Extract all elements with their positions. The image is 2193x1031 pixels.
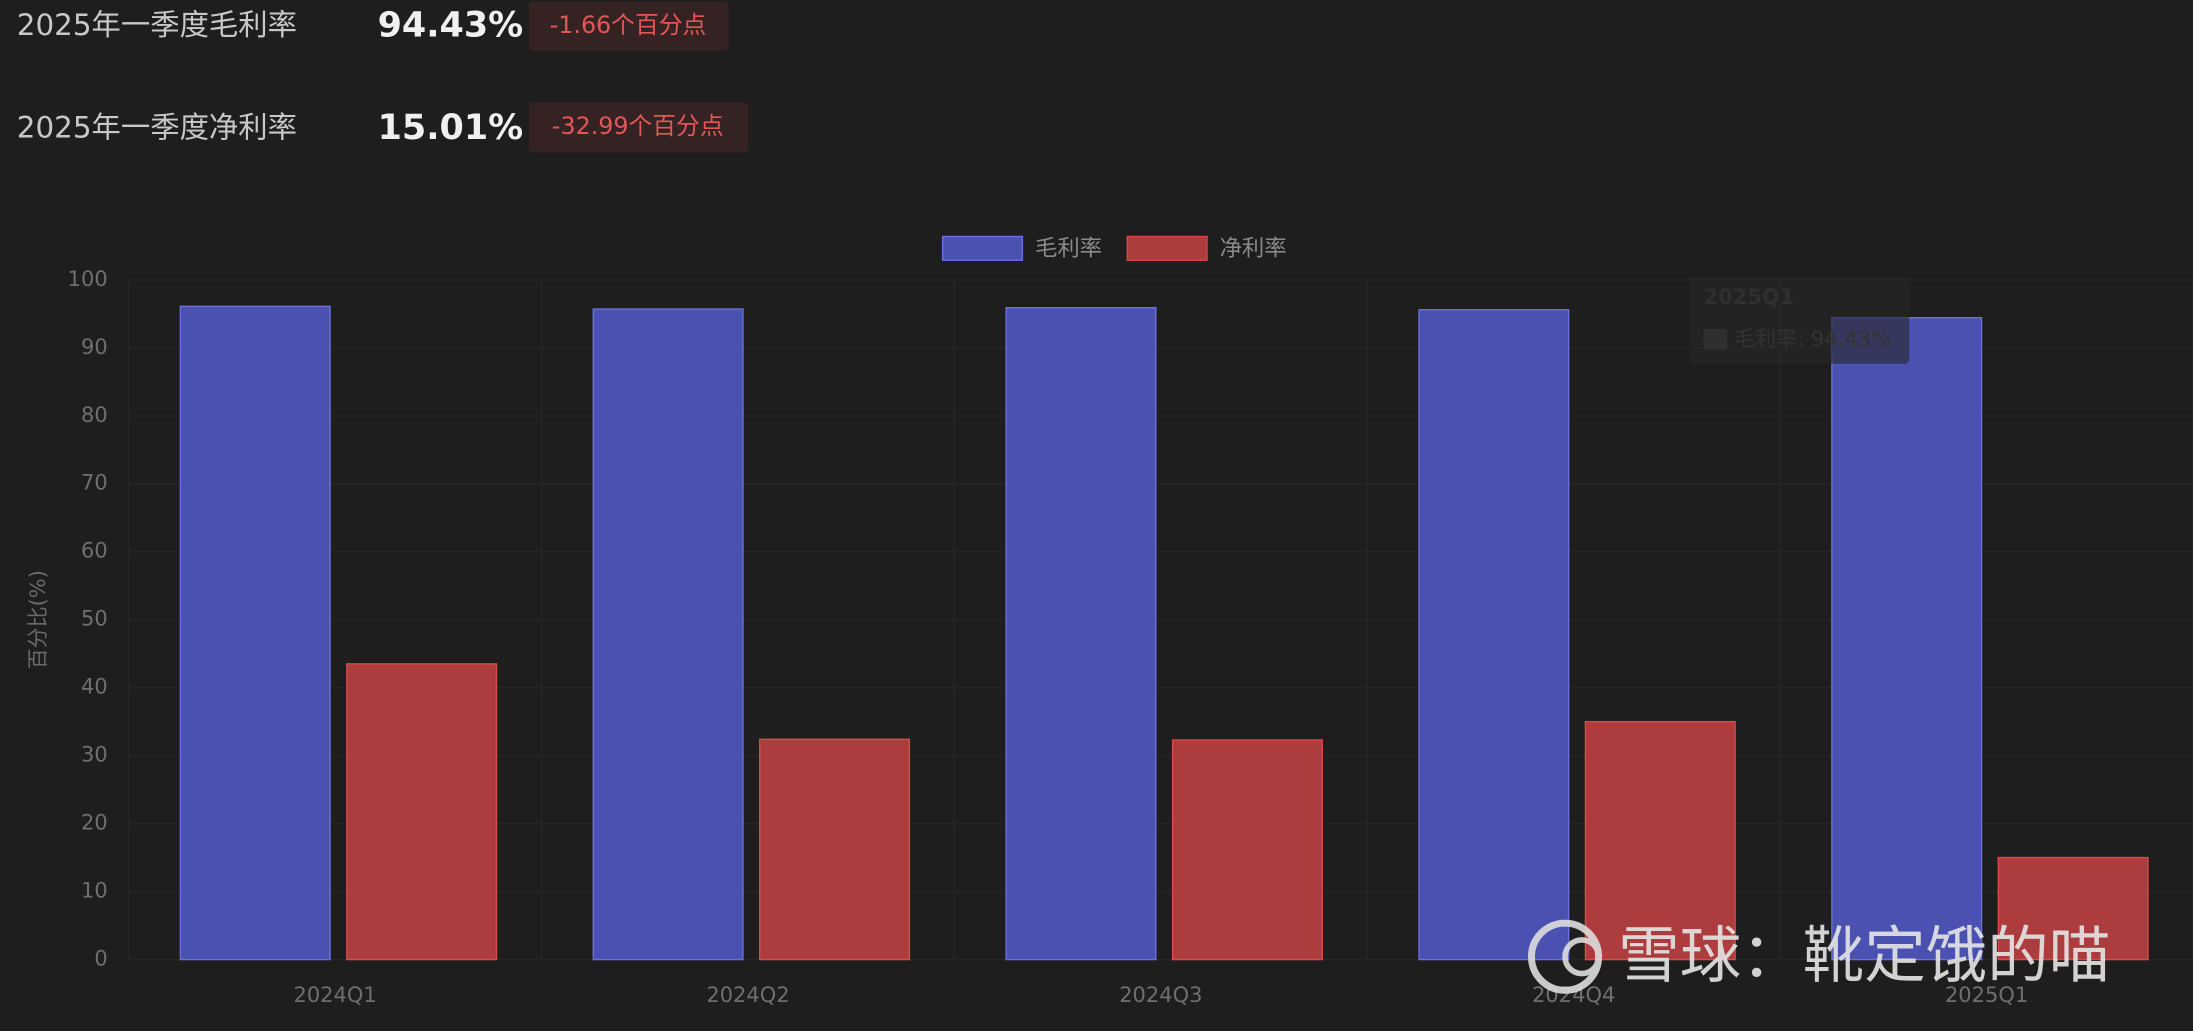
change-badge [528, 1, 729, 51]
tooltip-text: 毛利率: 94.43% [1734, 327, 1891, 351]
metric-label: 2025年一季度毛利率 [17, 8, 297, 42]
legend-swatch [1126, 235, 1208, 261]
change-badge [528, 102, 749, 153]
y-tick-label: 50 [81, 607, 108, 631]
tooltip-box [1689, 277, 1910, 364]
x-tick-label: 2024Q1 [293, 983, 376, 1007]
watermark-text: 雪球：靴定饿的喵 [1618, 920, 2110, 992]
watermark-logo [1562, 937, 1602, 977]
tooltip-title: 2025Q1 [1703, 285, 1794, 309]
bar [1997, 856, 2149, 961]
metric-value: 94.43% [378, 6, 524, 46]
bar [592, 308, 744, 961]
bar [1171, 739, 1323, 961]
y-tick-label: 20 [81, 811, 108, 835]
x-tick-label: 2024Q2 [706, 983, 789, 1007]
bar [346, 663, 498, 961]
y-tick-label: 60 [81, 539, 108, 563]
x-tick-label: 2024Q3 [1119, 983, 1202, 1007]
bar [179, 305, 331, 961]
metric-value: 15.01% [378, 108, 524, 148]
change-text: -1.66个百分点 [550, 11, 707, 39]
metric-label: 2025年一季度净利率 [17, 110, 297, 144]
y-tick-label: 100 [68, 267, 108, 291]
bar [1831, 316, 1983, 961]
y-tick-label: 30 [81, 743, 108, 767]
legend-label: 净利率 [1220, 236, 1287, 262]
y-axis-label: 百分比(%) [26, 570, 50, 669]
change-text: -32.99个百分点 [552, 112, 724, 140]
y-tick-label: 90 [81, 335, 108, 359]
bar [1418, 309, 1570, 961]
y-tick-label: 80 [81, 403, 108, 427]
legend-label: 毛利率 [1035, 236, 1102, 262]
watermark: 雪球：靴定饿的喵 [1527, 920, 2110, 994]
bar [1584, 720, 1736, 961]
y-tick-label: 10 [81, 879, 108, 903]
legend-swatch [941, 235, 1024, 261]
tooltip-swatch [1703, 328, 1728, 350]
bar [1005, 307, 1157, 961]
plot: 0 10 20 30 40 50 60 70 80 90 100 毛利率 净利率 2024Q1 2024Q2… [68, 236, 2193, 1007]
y-tick-label: 40 [81, 675, 108, 699]
bar [759, 738, 911, 961]
y-tick-label: 70 [81, 471, 108, 495]
x-tick-label: 2025Q1 [1945, 983, 2028, 1007]
y-tick-label: 0 [94, 947, 107, 971]
